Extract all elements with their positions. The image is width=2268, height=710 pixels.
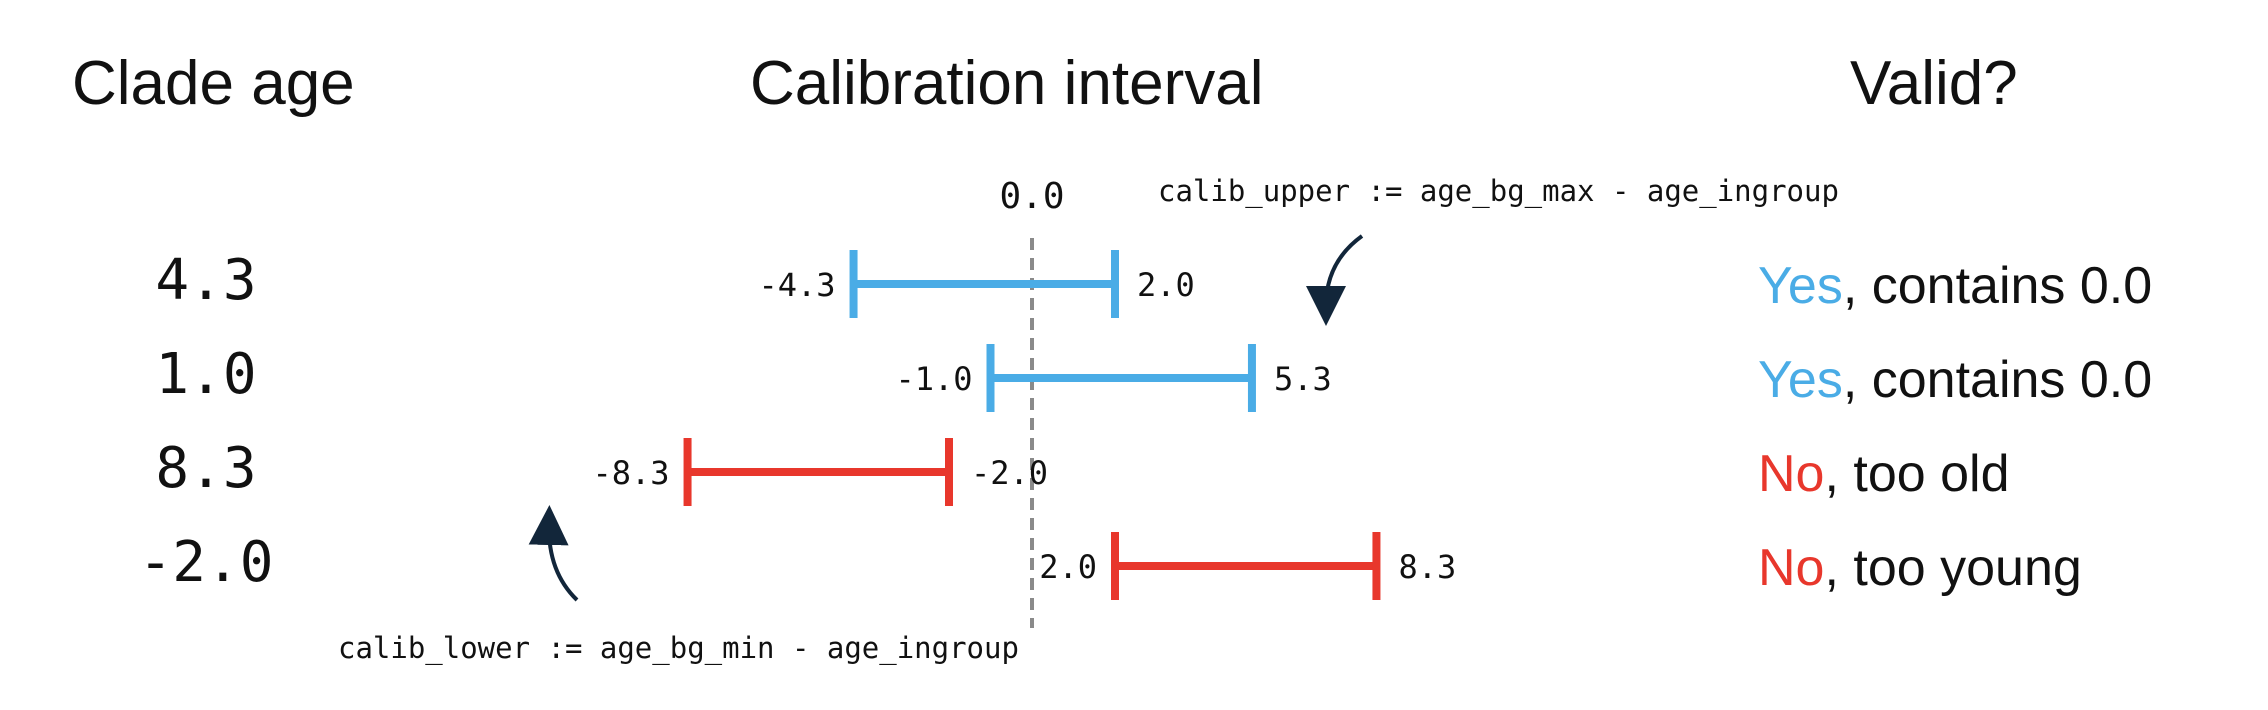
zero-label: 0.0 — [999, 176, 1064, 217]
verdict-reason: , contains 0.0 — [1842, 257, 2153, 315]
validity-row: Yes, contains 0.0 — [1758, 350, 2152, 410]
verdict-label: Yes — [1758, 257, 1843, 315]
verdict-reason: , too young — [1824, 539, 2082, 597]
validity-row: No, too old — [1758, 444, 2010, 504]
interval-lower-label: 2.0 — [1039, 548, 1097, 586]
interval-lower-label: -8.3 — [592, 454, 669, 492]
interval-upper-label: -2.0 — [971, 454, 1048, 492]
calib-upper-formula: calib_upper := age_bg_max - age_ingroup — [1158, 174, 1839, 209]
verdict-label: Yes — [1758, 351, 1843, 409]
calib-lower-formula: calib_lower := age_bg_min - age_ingroup — [338, 631, 1019, 666]
clade-age-value: 1.0 — [155, 342, 257, 407]
interval-upper-label: 5.3 — [1274, 360, 1332, 398]
verdict-label: No — [1758, 445, 1825, 503]
interval-group: -4.3 2.0 -1.0 5.3 -8.3 -2.0 2.0 8.3 — [592, 250, 1456, 600]
clade-age-value: -2.0 — [138, 530, 274, 595]
clade-age-value: 4.3 — [155, 248, 257, 313]
interval-upper-label: 2.0 — [1137, 266, 1195, 304]
valid-heading: Valid? — [1850, 49, 2018, 118]
verdict-reason: , too old — [1824, 445, 2010, 503]
verdict-reason: , contains 0.0 — [1842, 351, 2153, 409]
verdict-label: No — [1758, 539, 1825, 597]
clade-age-value: 8.3 — [155, 436, 257, 501]
interval-lower-label: -1.0 — [895, 360, 972, 398]
upper-arrow — [1306, 234, 1364, 326]
validity-row: Yes, contains 0.0 — [1758, 256, 2152, 316]
interval-lower-label: -4.3 — [758, 266, 835, 304]
lower-arrow — [528, 505, 579, 602]
calibration-interval-heading: Calibration interval — [750, 49, 1264, 118]
validity-row: No, too young — [1758, 538, 2082, 598]
clade-age-heading: Clade age — [72, 49, 355, 118]
interval-upper-label: 8.3 — [1398, 548, 1456, 586]
